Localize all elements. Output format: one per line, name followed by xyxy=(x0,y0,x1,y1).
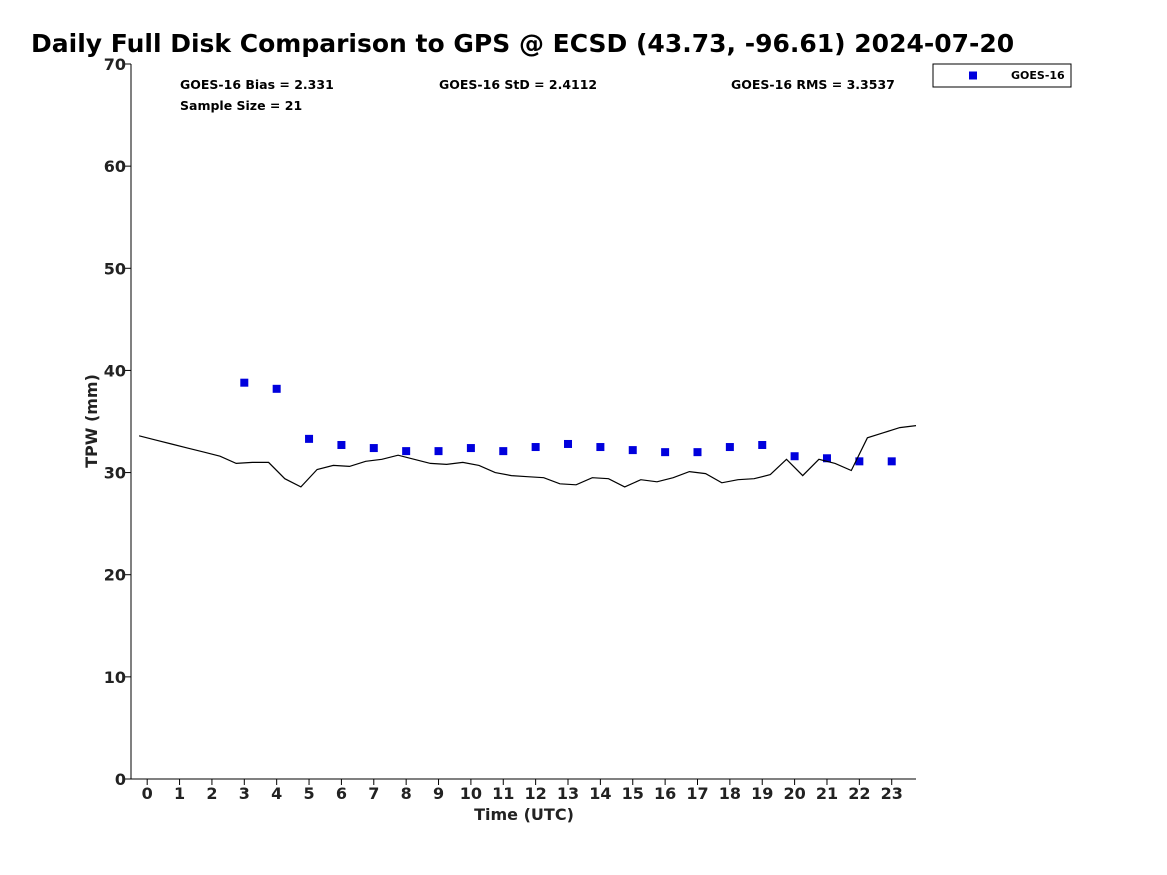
std-stat: GOES-16 StD = 2.4112 xyxy=(439,77,597,92)
goes-16-point xyxy=(822,454,831,463)
legend-marker-goes-16 xyxy=(969,71,977,80)
x-tick-label: 6 xyxy=(336,784,347,803)
goes-16-point xyxy=(337,440,346,449)
axes xyxy=(130,64,916,780)
y-tick-label: 20 xyxy=(104,566,126,585)
chart-title: Daily Full Disk Comparison to GPS @ ECSD… xyxy=(31,29,1014,58)
legend-box xyxy=(932,63,1072,88)
goes-16-point xyxy=(434,447,443,456)
x-tick-label: 23 xyxy=(881,784,903,803)
x-tick-label: 17 xyxy=(686,784,708,803)
x-tick-label: 2 xyxy=(206,784,217,803)
goes-16-point xyxy=(499,447,508,456)
goes-16-point xyxy=(887,457,896,466)
goes-16-point xyxy=(693,448,702,457)
goes-16-point xyxy=(466,444,475,453)
x-tick-label: 9 xyxy=(433,784,444,803)
goes-16-point xyxy=(305,434,314,443)
y-tick-label: 10 xyxy=(104,668,126,687)
y-axis-label: TPW (mm) xyxy=(82,374,101,468)
goes-16-point xyxy=(628,446,637,455)
x-tick-label: 7 xyxy=(368,784,379,803)
y-ticks: 0 10 20 30 40 50 60 70 xyxy=(104,55,131,789)
y-tick-label: 60 xyxy=(104,157,126,176)
goes-16-point xyxy=(661,448,670,457)
x-tick-label: 10 xyxy=(460,784,482,803)
legend: GOES-16 xyxy=(932,63,1072,88)
stats-annotations: GOES-16 Bias = 2.331 Sample Size = 21 GO… xyxy=(180,77,895,113)
x-tick-label: 14 xyxy=(589,784,611,803)
x-tick-label: 1 xyxy=(174,784,185,803)
y-tick-label: 30 xyxy=(104,464,126,483)
goes-16-point xyxy=(531,443,540,452)
y-tick-label: 70 xyxy=(104,55,126,74)
series-line xyxy=(138,425,917,488)
x-tick-label: 8 xyxy=(401,784,412,803)
x-tick-label: 11 xyxy=(492,784,514,803)
goes-16-point xyxy=(790,452,799,461)
bias-stat: GOES-16 Bias = 2.331 xyxy=(180,77,334,92)
goes-16-point xyxy=(564,439,573,448)
goes-16-point xyxy=(240,378,249,387)
y-tick-label: 40 xyxy=(104,361,126,380)
sample-size-stat: Sample Size = 21 xyxy=(180,98,302,113)
x-tick-label: 3 xyxy=(239,784,250,803)
goes-16-point xyxy=(725,443,734,452)
x-tick-label: 4 xyxy=(271,784,282,803)
x-tick-label: 22 xyxy=(848,784,870,803)
rms-stat: GOES-16 RMS = 3.3537 xyxy=(731,77,895,92)
goes-16-point xyxy=(596,443,605,452)
goes-16-point xyxy=(855,457,864,466)
y-tick-label: 0 xyxy=(115,770,126,789)
x-tick-label: 20 xyxy=(783,784,805,803)
goes-16-point xyxy=(272,384,281,393)
x-tick-label: 5 xyxy=(303,784,314,803)
goes-16-point xyxy=(758,440,767,449)
x-tick-label: 12 xyxy=(525,784,547,803)
x-tick-label: 15 xyxy=(622,784,644,803)
plot-area xyxy=(138,378,917,488)
x-tick-label: 19 xyxy=(751,784,773,803)
x-ticks: 0 1 2 3 4 5 6 7 8 9 10 11 12 13 14 15 16 17 18 19 20 21 22 23 xyxy=(142,779,903,803)
x-tick-label: 0 xyxy=(142,784,153,803)
goes-16-point xyxy=(369,444,378,453)
x-tick-label: 18 xyxy=(719,784,741,803)
legend-label-goes-16: GOES-16 xyxy=(1011,69,1065,82)
x-tick-label: 16 xyxy=(654,784,676,803)
x-axis-label: Time (UTC) xyxy=(474,805,574,824)
x-tick-label: 13 xyxy=(557,784,579,803)
y-tick-label: 50 xyxy=(104,259,126,278)
x-tick-label: 21 xyxy=(816,784,838,803)
goes-16-point xyxy=(402,447,411,456)
